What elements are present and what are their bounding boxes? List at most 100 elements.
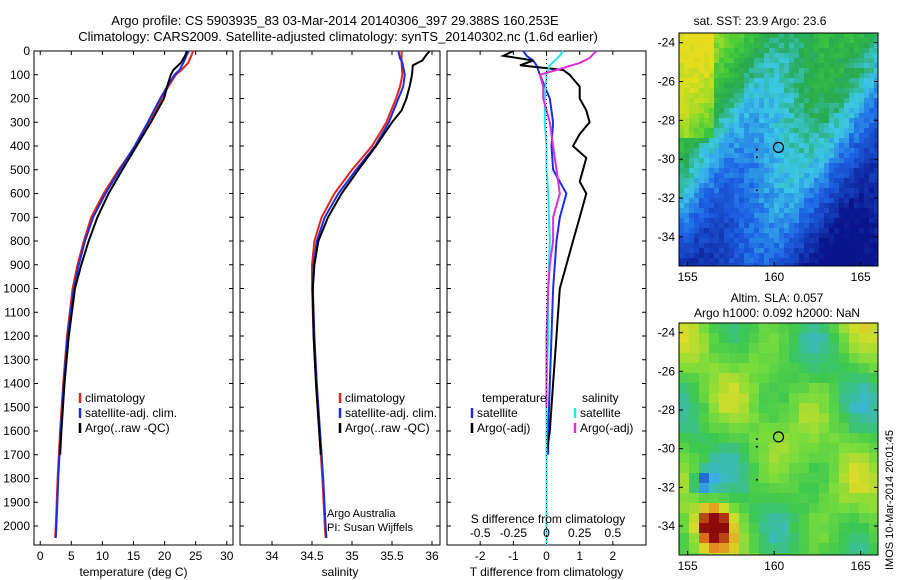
map-cell (774, 243, 779, 248)
map-cell (809, 158, 814, 163)
map-cell (839, 228, 844, 233)
map-cell (719, 553, 729, 555)
map-cell (794, 203, 799, 208)
map-cell (689, 33, 694, 38)
series-line-t-satellite (522, 50, 568, 455)
map-cell (689, 483, 699, 493)
map-cell (854, 148, 859, 153)
map-cell (779, 433, 789, 443)
map-cell (759, 473, 769, 483)
map-cell (829, 158, 834, 163)
x-axis-label: temperature (deg C) (79, 565, 187, 579)
map-cell (679, 523, 689, 533)
map-cell (734, 263, 739, 266)
map-cell (709, 423, 719, 433)
map-cell (819, 503, 829, 513)
map-cell (839, 208, 844, 213)
map-cell (859, 193, 864, 198)
map-cell (729, 183, 734, 188)
map-cell (764, 153, 769, 158)
map-cell (819, 233, 824, 238)
map-cell (869, 93, 874, 98)
map-cell (874, 228, 878, 233)
map-cell (714, 83, 719, 88)
map-cell (869, 208, 874, 213)
map-cell (824, 238, 829, 243)
map-cell (849, 523, 859, 533)
map-cell (859, 433, 869, 443)
map-cell (779, 343, 789, 353)
map-cell (689, 363, 699, 373)
map-cell (744, 148, 749, 153)
map-cell (824, 38, 829, 43)
map-cell (764, 158, 769, 163)
map-cell (859, 223, 864, 228)
map-cell (839, 48, 844, 53)
map-cell (774, 203, 779, 208)
map-cell (814, 238, 819, 243)
map-cell (689, 98, 694, 103)
map-cell (814, 143, 819, 148)
map-cell (689, 543, 699, 553)
map-cell (804, 68, 809, 73)
map-cell (754, 208, 759, 213)
map-cell (739, 33, 744, 38)
map-cell (854, 118, 859, 123)
map-cell (714, 233, 719, 238)
map-cell (694, 153, 699, 158)
map-cell (684, 253, 689, 258)
legend-label: satellite-adj. clim. (345, 406, 437, 420)
map-cell (829, 373, 839, 383)
map-cell (759, 83, 764, 88)
map-cell (739, 383, 749, 393)
map-cell (739, 83, 744, 88)
map-cell (824, 183, 829, 188)
map-cell (774, 258, 779, 263)
map-cell (724, 98, 729, 103)
map-cell (804, 148, 809, 153)
map-cell (814, 148, 819, 153)
map-cell (779, 223, 784, 228)
map-cell (824, 263, 829, 266)
map-cell (764, 233, 769, 238)
map-cell (874, 203, 878, 208)
map-cell (789, 73, 794, 78)
map-cell (779, 53, 784, 58)
map-cell (809, 48, 814, 53)
map-cell (819, 193, 824, 198)
map-cell (849, 98, 854, 103)
map-cell (854, 188, 859, 193)
map-cell (829, 238, 834, 243)
map-cell (824, 158, 829, 163)
map-cell (804, 178, 809, 183)
map-cell (784, 93, 789, 98)
map-cell (719, 503, 729, 513)
y-tick-label: 0 (23, 44, 30, 58)
map-cell (824, 83, 829, 88)
map-cell (809, 523, 819, 533)
map-cell (734, 213, 739, 218)
map-cell (699, 78, 704, 83)
map-cell (839, 203, 844, 208)
map-cell (699, 208, 704, 213)
map-cell (849, 433, 859, 443)
map-cell (809, 58, 814, 63)
map-cell (679, 393, 689, 403)
y-tick-label: 1200 (3, 329, 30, 343)
map-cell (704, 123, 709, 128)
map-cell (759, 343, 769, 353)
map-cell (789, 78, 794, 83)
map-cell (779, 258, 784, 263)
map-cell (789, 148, 794, 153)
map-cell (779, 38, 784, 43)
map-cell (734, 88, 739, 93)
map-cell (729, 228, 734, 233)
map-cell (739, 88, 744, 93)
map-cell (804, 83, 809, 88)
map-cell (819, 113, 824, 118)
map-cell (774, 48, 779, 53)
map-cell (814, 228, 819, 233)
map-cell (684, 93, 689, 98)
map-cell (719, 263, 724, 266)
map-cell (749, 323, 759, 333)
